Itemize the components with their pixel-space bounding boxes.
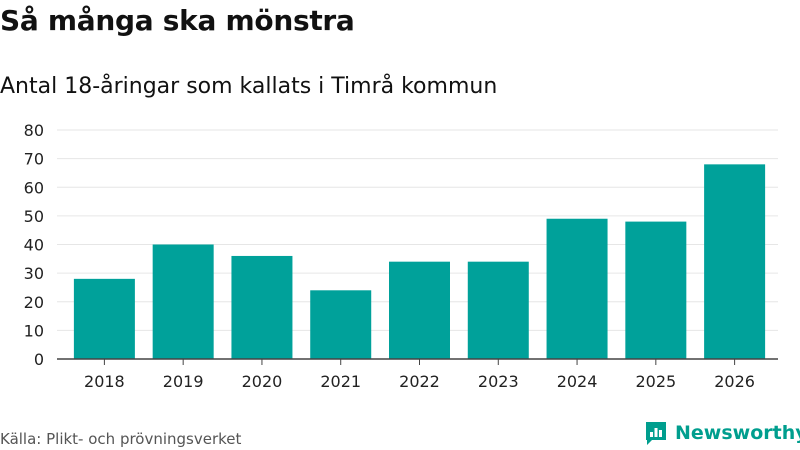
bar-2025 (625, 221, 687, 359)
y-tick-label: 10 (24, 321, 44, 340)
newsworthy-logo-icon (646, 422, 666, 445)
y-tick-label: 70 (24, 150, 44, 169)
newsworthy-logo: Newsworthy (644, 420, 800, 446)
bar-2021 (310, 290, 372, 359)
y-tick-label: 50 (24, 207, 44, 226)
x-tick-label: 2023 (478, 372, 519, 391)
y-tick-label: 30 (24, 264, 44, 283)
chart-title: Så många ska mönstra (0, 4, 355, 37)
x-tick-label: 2018 (84, 372, 125, 391)
chart-subtitle: Antal 18-åringar som kallats i Timrå kom… (0, 74, 498, 99)
bar-2019 (152, 244, 214, 359)
source-note: Källa: Plikt- och prövningsverket (0, 430, 242, 448)
bar-2026 (704, 164, 766, 359)
brand-name: Newsworthy (675, 422, 800, 444)
x-tick-label: 2021 (320, 372, 361, 391)
x-tick-label: 2022 (399, 372, 440, 391)
x-tick-label: 2024 (557, 372, 598, 391)
x-tick-label: 2025 (635, 372, 676, 391)
y-tick-label: 60 (24, 178, 44, 197)
bar-2022 (389, 261, 450, 359)
x-tick-label: 2019 (163, 372, 204, 391)
bar-2020 (231, 255, 293, 359)
y-tick-label: 20 (24, 293, 44, 312)
y-tick-label: 40 (24, 236, 44, 255)
x-tick-label: 2020 (242, 372, 283, 391)
y-tick-label: 80 (24, 121, 44, 140)
bar-2023 (467, 261, 529, 359)
bar-2024 (546, 218, 608, 359)
bar-2018 (73, 278, 135, 359)
x-tick-label: 2026 (714, 372, 755, 391)
y-tick-label: 0 (34, 350, 44, 369)
